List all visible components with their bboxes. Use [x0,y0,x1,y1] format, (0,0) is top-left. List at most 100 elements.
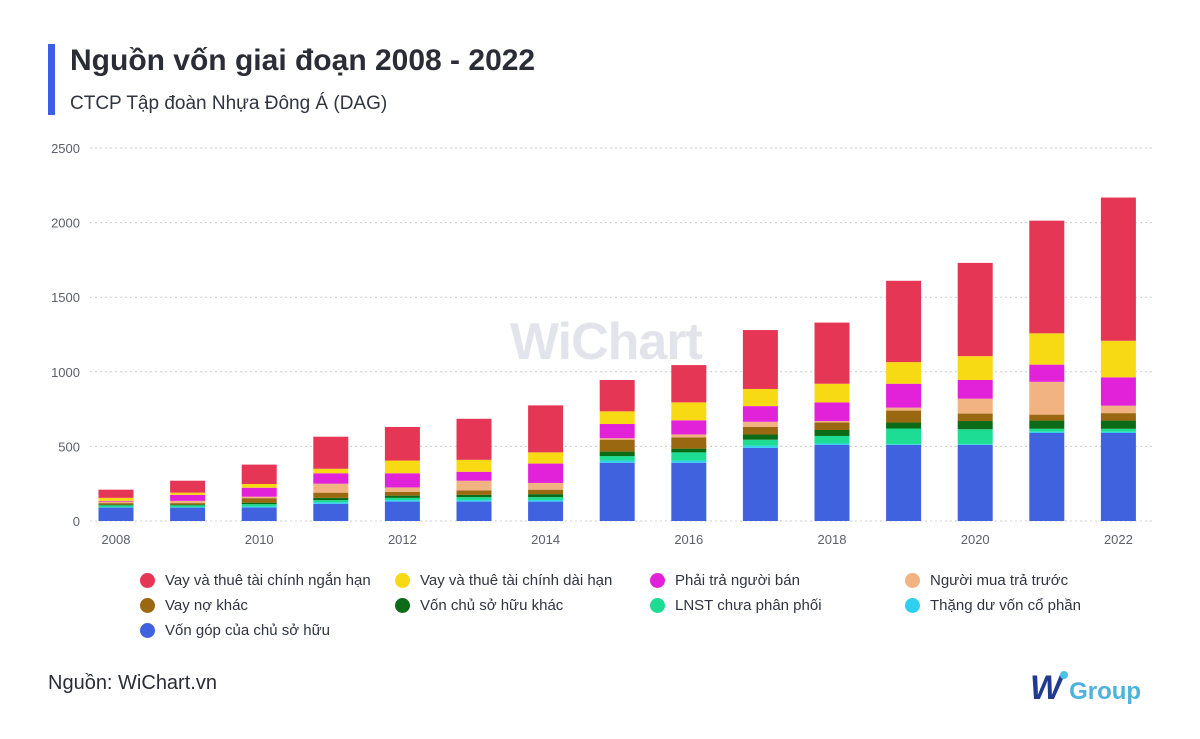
bar-segment-2022-5 [1100,405,1136,414]
legend-item: Vay nợ khác [140,597,248,614]
bar-segment-2009-2 [170,505,206,508]
bar-segment-2021-3 [1029,420,1065,429]
bar-segment-2010-4 [241,498,277,503]
bar-segment-2017-5 [742,421,778,428]
chart-title: Nguồn vốn giai đoạn 2008 - 2022 [70,44,536,77]
bar-segment-2013-3 [456,494,492,498]
bar-segment-2014-4 [528,489,564,495]
x-tick-label-2014: 2014 [531,532,560,547]
bar-segment-2014-1 [528,500,564,502]
legend-swatch [650,598,665,613]
bar-segment-2015-1 [599,460,635,463]
bar-segment-2016-8 [671,365,707,403]
legend-swatch [905,573,920,588]
bar-segment-2014-6 [528,463,564,483]
legend-item: Thặng dư vốn cổ phần [905,597,1081,614]
legend-label: Vay và thuê tài chính dài hạn [420,572,613,589]
bar-segment-2013-6 [456,471,492,481]
bar-segment-2013-4 [456,490,492,495]
legend-label: Thặng dư vốn cổ phần [930,597,1081,614]
legend-label: Vốn góp của chủ sở hữu [165,622,330,639]
x-tick-label-2010: 2010 [245,532,274,547]
bar-segment-2019-6 [886,383,922,408]
y-tick-label: 500 [58,439,80,454]
x-tick-label-2012: 2012 [388,532,417,547]
bar-segment-2014-7 [528,452,564,464]
bar-segment-2010-5 [241,496,277,499]
bar-segment-2022-6 [1100,377,1136,406]
y-tick-label: 2000 [51,216,80,231]
bar-segment-2008-5 [98,501,134,504]
x-tick-label-2018: 2018 [818,532,847,547]
bar-segment-2014-0 [528,501,564,521]
bar-segment-2022-0 [1100,432,1136,521]
bar-segment-2019-4 [886,410,922,423]
legend-label: Người mua trả trước [930,572,1069,589]
bar-segment-2013-1 [456,500,492,502]
y-tick-label: 2500 [51,141,80,156]
bar-segment-2020-0 [957,444,993,521]
bar-segment-2009-4 [170,503,206,505]
bar-segment-2017-6 [742,406,778,422]
legend-item: Phải trả người bán [650,572,800,589]
bar-segment-2017-1 [742,445,778,448]
bar-segment-2018-4 [814,422,850,430]
bar-segment-2012-0 [384,501,420,521]
bar-segment-2021-6 [1029,364,1065,382]
bar-segment-2010-7 [241,483,277,488]
bar-segment-2017-0 [742,447,778,521]
bar-segment-2016-6 [671,420,707,435]
bar-segment-2015-8 [599,380,635,412]
bar-segment-2015-7 [599,411,635,425]
bar-segment-2016-2 [671,452,707,461]
bar-segment-2010-0 [241,507,277,521]
bar-segment-2020-1 [957,444,993,445]
bar-segment-2018-8 [814,322,850,384]
bar-segment-2010-3 [241,502,277,505]
bar-segment-2020-7 [957,356,993,381]
bar-segment-2020-8 [957,262,993,357]
bar-segment-2009-5 [170,500,206,504]
bar-segment-2015-0 [599,462,635,521]
bar-segment-2020-5 [957,398,993,414]
bar-segment-2013-0 [456,501,492,521]
bar-segment-2010-6 [241,487,277,497]
legend-item: Vốn chủ sở hữu khác [395,597,563,614]
bar-segment-2021-1 [1029,431,1065,433]
bar-segment-2013-2 [456,497,492,501]
y-tick-label: 0 [73,514,80,529]
x-tick-label-2020: 2020 [961,532,990,547]
bar-segment-2020-3 [957,421,993,430]
bar-segment-2016-0 [671,462,707,521]
bar-segment-2017-3 [742,434,778,440]
legend-swatch [140,573,155,588]
bar-segment-2016-4 [671,437,707,449]
bar-segment-2022-2 [1100,428,1136,432]
bar-segment-2013-7 [456,459,492,472]
bar-segment-2020-2 [957,429,993,445]
legend-swatch [650,573,665,588]
source-note: Nguồn: WiChart.vn [48,672,217,694]
bar-segment-2016-1 [671,460,707,463]
bar-segment-2014-5 [528,482,564,490]
legend-label: Vốn chủ sở hữu khác [420,597,564,614]
bar-segment-2019-5 [886,407,922,411]
title-accent-bar [48,44,55,115]
bar-segment-2018-1 [814,443,850,445]
bar-segment-2018-6 [814,402,850,422]
bar-segment-2019-2 [886,428,922,445]
bar-segment-2014-3 [528,494,564,498]
bar-segment-2008-2 [98,505,134,508]
y-tick-label: 1000 [51,365,80,380]
bar-segment-2011-6 [313,473,349,484]
bar-segment-2012-6 [384,473,420,488]
chart-subtitle: CTCP Tập đoàn Nhựa Đông Á (DAG) [70,93,388,114]
bar-segment-2011-0 [313,503,349,521]
bar-segment-2008-6 [98,500,134,502]
legend-label: Vay nợ khác [165,597,248,614]
bar-segment-2012-1 [384,500,420,502]
bar-segment-2012-7 [384,460,420,474]
bar-segment-2010-8 [241,464,277,484]
bar-segment-2020-6 [957,380,993,399]
bar-segment-2011-1 [313,502,349,504]
